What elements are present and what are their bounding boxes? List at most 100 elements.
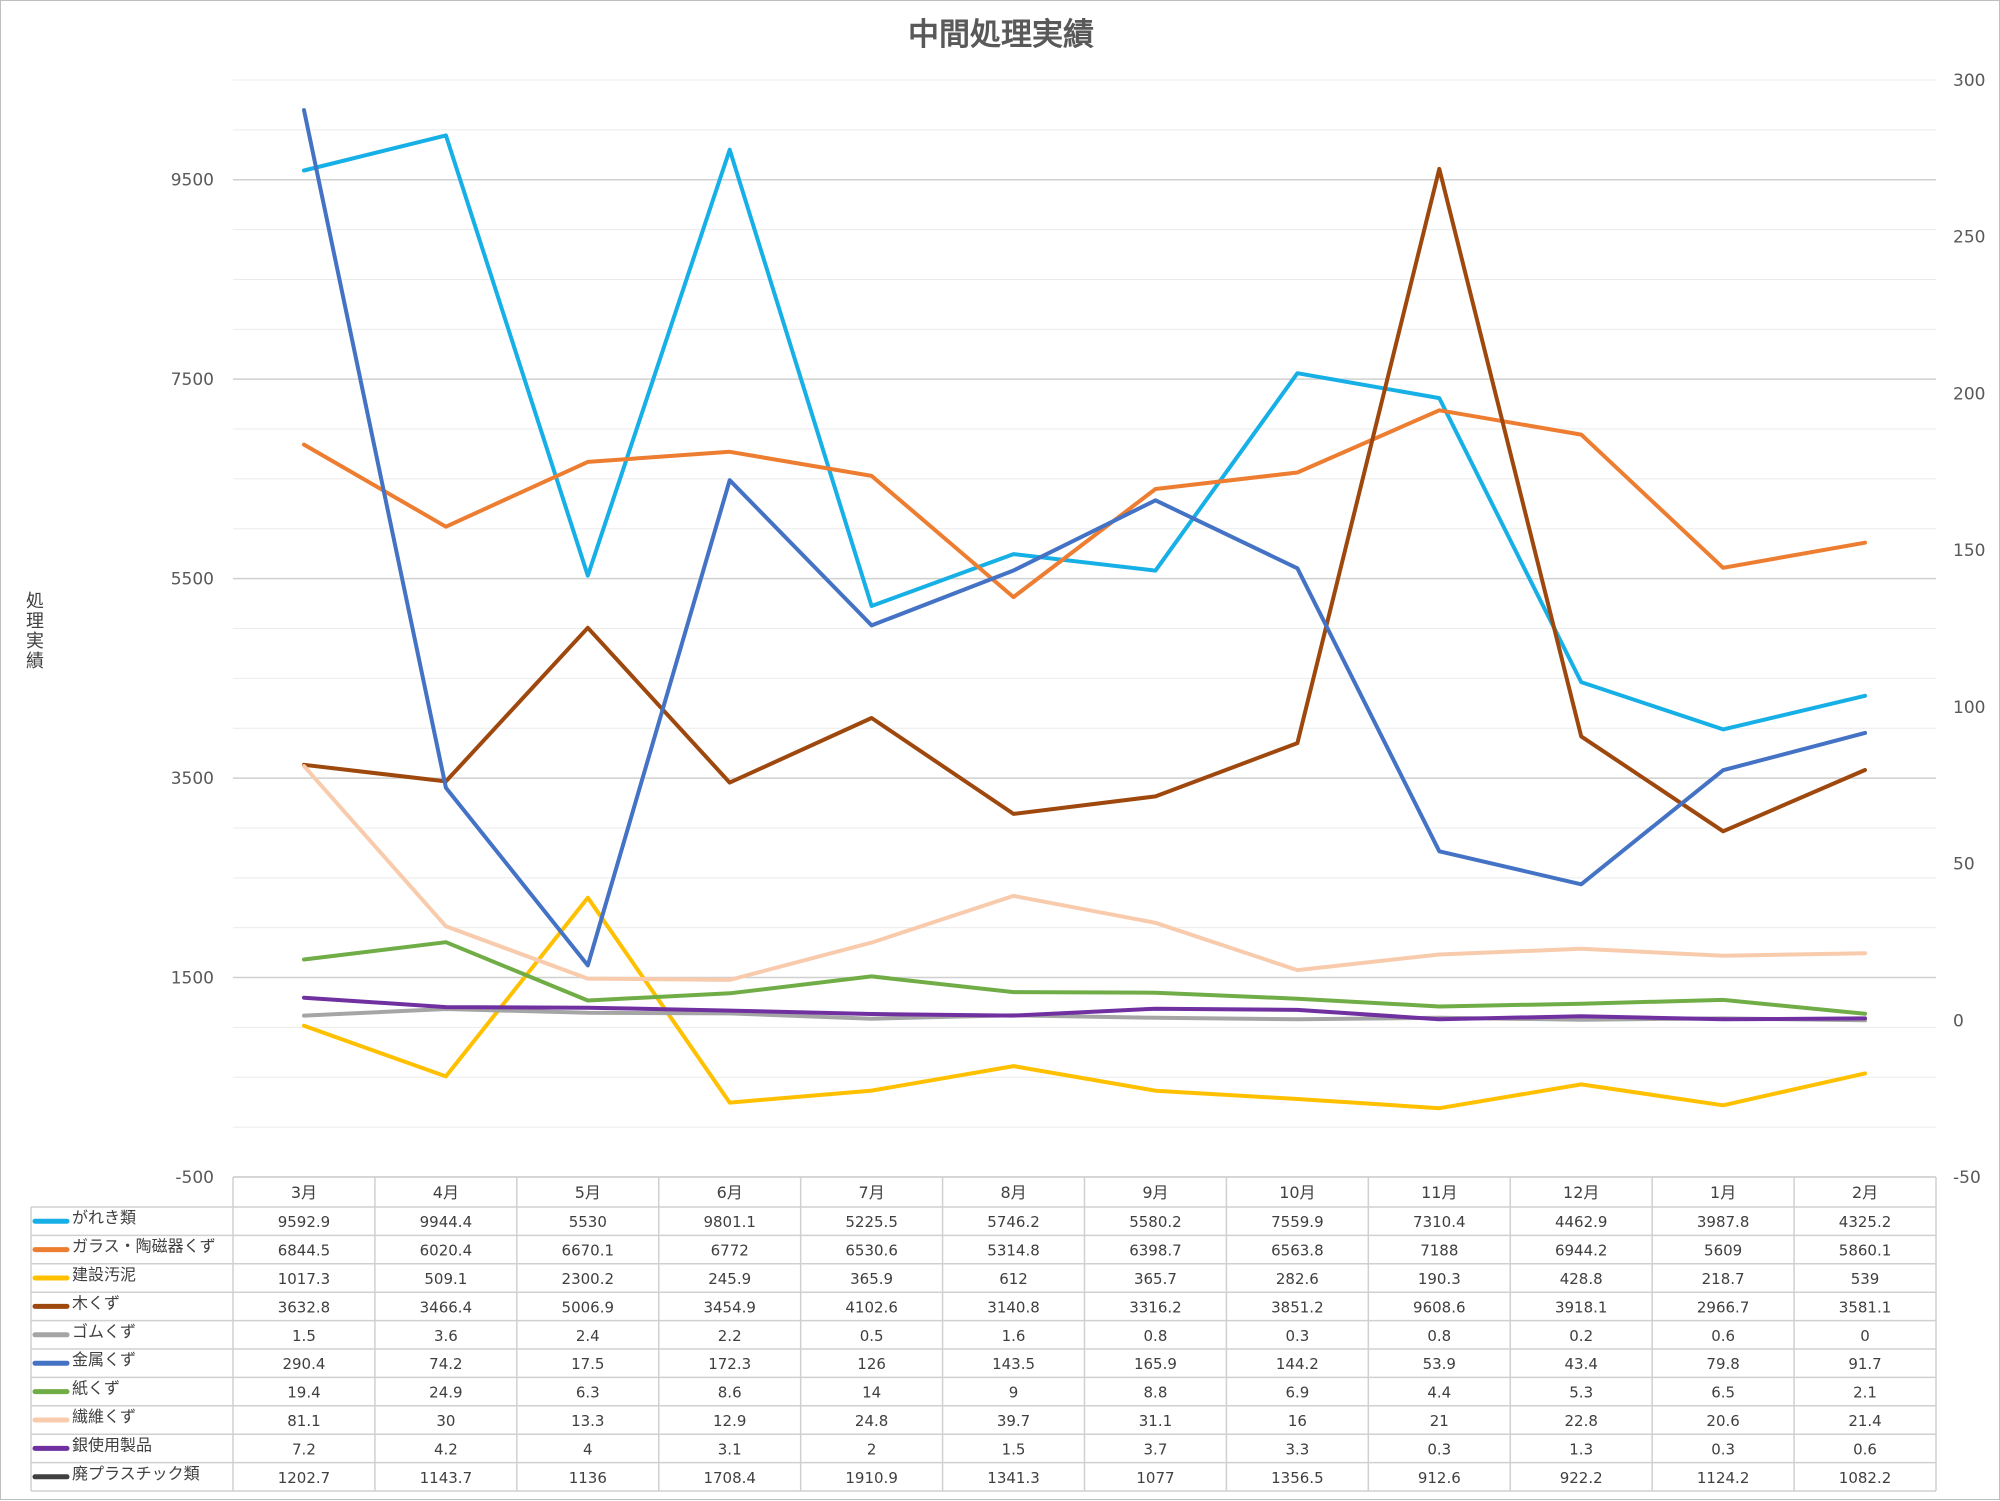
data-label: 30 (436, 1412, 455, 1430)
data-label: 1910.9 (845, 1469, 898, 1487)
right-tick-label: 250 (1953, 228, 1985, 248)
data-label: 14 (862, 1384, 881, 1402)
data-label: 6563.8 (1271, 1242, 1324, 1260)
category-label: 11月 (1421, 1183, 1457, 1202)
category-label: 4月 (433, 1183, 459, 1202)
data-label: 9608.6 (1413, 1298, 1466, 1316)
category-label: 7月 (859, 1183, 885, 1202)
series-line (302, 895, 1867, 1111)
category-label: 6月 (717, 1183, 743, 1202)
legend-label: 廃プラスチック類 (72, 1464, 200, 1483)
data-label: 1082.2 (1839, 1469, 1892, 1487)
series-line (302, 166, 1867, 834)
data-label: 6530.6 (845, 1242, 898, 1260)
right-tick-label: 100 (1953, 698, 1985, 718)
data-label: 190.3 (1418, 1270, 1461, 1288)
data-label: 3454.9 (703, 1298, 756, 1316)
data-label: 3581.1 (1839, 1298, 1892, 1316)
data-label: 6020.4 (420, 1242, 473, 1260)
data-label: 4462.9 (1555, 1213, 1608, 1231)
left-tick-label: -500 (175, 1168, 214, 1188)
data-label: 1136 (569, 1469, 607, 1487)
data-label: 922.2 (1560, 1469, 1603, 1487)
data-label: 172.3 (708, 1355, 751, 1373)
data-label: 9592.9 (278, 1213, 331, 1231)
legend-label: 建設汚泥 (72, 1265, 136, 1284)
data-label: 1077 (1136, 1469, 1174, 1487)
data-label: 5746.2 (987, 1213, 1040, 1231)
data-label: 24.8 (855, 1412, 888, 1430)
legend-label: がれき類 (72, 1208, 136, 1227)
data-label: 218.7 (1702, 1270, 1745, 1288)
data-label: 13.3 (571, 1412, 604, 1430)
right-tick-label: 0 (1953, 1011, 1964, 1031)
data-label: 0.3 (1285, 1327, 1309, 1345)
legend-label: 繊維くず (72, 1407, 136, 1426)
data-label: 4102.6 (845, 1298, 898, 1316)
category-label: 9月 (1142, 1183, 1168, 1202)
data-label: 22.8 (1565, 1412, 1598, 1430)
y-axis-title-char: 績 (26, 651, 44, 672)
legend-label: ガラス・陶磁器くず (72, 1237, 216, 1256)
right-tick-label: 50 (1953, 855, 1975, 875)
left-tick-label: 5500 (171, 570, 214, 590)
data-label: 2 (867, 1440, 877, 1458)
data-label: 9944.4 (420, 1213, 473, 1231)
data-label: 6944.2 (1555, 1242, 1608, 1260)
data-label: 6.5 (1711, 1384, 1735, 1402)
left-tick-label: 1500 (171, 969, 214, 989)
data-label: 6670.1 (562, 1242, 615, 1260)
right-tick-label: -50 (1953, 1168, 1981, 1188)
data-label: 4.2 (434, 1440, 458, 1458)
category-label: 3月 (291, 1183, 317, 1202)
series-line (302, 108, 1867, 968)
data-label: 3316.2 (1129, 1298, 1182, 1316)
data-label: 81.1 (287, 1412, 320, 1430)
data-label: 2966.7 (1697, 1298, 1750, 1316)
data-label: 0.8 (1144, 1327, 1168, 1345)
category-label: 12月 (1563, 1183, 1599, 1202)
data-label: 1.5 (1002, 1440, 1026, 1458)
series-line (302, 940, 1867, 1016)
legend-label: 銀使用製品 (72, 1435, 152, 1454)
data-label: 0.8 (1427, 1327, 1451, 1345)
data-label: 3851.2 (1271, 1298, 1324, 1316)
gridlines (233, 79, 1936, 1178)
data-label: 1708.4 (703, 1469, 756, 1487)
series-line (302, 1007, 1867, 1023)
category-label: 5月 (575, 1183, 601, 1202)
data-label: 612 (999, 1270, 1028, 1288)
series-line (302, 764, 1867, 982)
data-label: 3.1 (718, 1440, 742, 1458)
data-label: 5860.1 (1839, 1242, 1892, 1260)
category-label: 2月 (1852, 1183, 1878, 1202)
data-label: 21 (1430, 1412, 1449, 1430)
right-tick-label: 200 (1953, 384, 1985, 404)
data-label: 1017.3 (278, 1270, 331, 1288)
data-label: 1.6 (1002, 1327, 1026, 1345)
data-label: 7.2 (292, 1440, 316, 1458)
category-label: 10月 (1279, 1183, 1315, 1202)
category-label: 1月 (1710, 1183, 1736, 1202)
data-label: 2.2 (718, 1327, 742, 1345)
left-y-axis: -500 1500 3500 5500 7500 9500 (171, 171, 214, 1188)
data-label: 74.2 (429, 1355, 462, 1373)
data-label: 91.7 (1848, 1355, 1881, 1373)
data-label: 7188 (1420, 1242, 1458, 1260)
data-label: 21.4 (1848, 1412, 1881, 1430)
data-label: 53.9 (1423, 1355, 1456, 1373)
data-label: 0.6 (1853, 1440, 1877, 1458)
data-label: 7310.4 (1413, 1213, 1466, 1231)
data-label: 1341.3 (987, 1469, 1040, 1487)
data-label: 5314.8 (987, 1242, 1040, 1260)
left-tick-label: 3500 (171, 769, 214, 789)
data-label: 16 (1288, 1412, 1307, 1430)
data-label: 6398.7 (1129, 1242, 1182, 1260)
left-tick-label: 9500 (171, 171, 214, 191)
legend-label: ゴムくず (72, 1322, 136, 1341)
y-axis-label: 処理実績 (26, 591, 44, 672)
data-label: 9801.1 (703, 1213, 756, 1231)
data-label: 1.3 (1569, 1440, 1593, 1458)
data-label: 0.3 (1427, 1440, 1451, 1458)
data-label: 4325.2 (1839, 1213, 1892, 1231)
